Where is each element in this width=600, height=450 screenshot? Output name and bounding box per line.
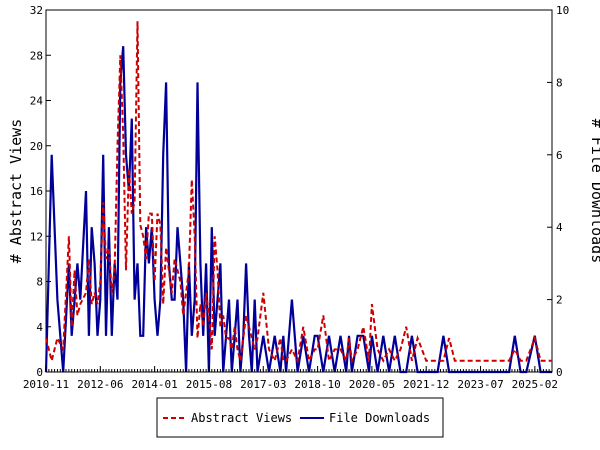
right-y-tick-label: 2: [556, 294, 563, 307]
series-layer: [44, 21, 552, 374]
series-line-file-downloads: [44, 46, 552, 374]
left-axis-title: # Abstract Views: [7, 119, 25, 264]
x-tick-label: 2015-08: [186, 378, 232, 391]
left-y-axis: 0 4 8 12 16 20 24 28 32: [30, 4, 51, 379]
left-y-tick-label: 4: [36, 321, 43, 334]
right-y-tick-label: 4: [556, 221, 563, 234]
right-y-tick-label: 6: [556, 149, 563, 162]
right-y-axis: 0 2 4 6 8 10: [547, 4, 569, 379]
x-tick-label: 2017-03: [240, 378, 286, 391]
legend-label-file-downloads: File Downloads: [329, 411, 430, 425]
x-tick-label: 2020-05: [349, 378, 395, 391]
left-y-tick-label: 12: [30, 230, 43, 243]
x-tick-label: 2021-12: [403, 378, 449, 391]
x-tick-label: 2025-02: [512, 378, 558, 391]
left-y-tick-label: 32: [30, 4, 43, 17]
left-y-tick-label: 16: [30, 185, 43, 198]
x-tick-label: 2018-10: [294, 378, 340, 391]
right-y-tick-label: 8: [556, 76, 563, 89]
left-y-tick-label: 20: [30, 140, 43, 153]
x-tick-label: 2023-07: [457, 378, 503, 391]
x-tick-label: 2014-01: [131, 378, 177, 391]
legend: Abstract Views File Downloads: [156, 397, 444, 438]
left-y-tick-label: 28: [30, 49, 43, 62]
x-tick-label: 2010-11: [23, 378, 69, 391]
left-y-tick-label: 0: [36, 366, 43, 379]
x-tick-label: 2012-06: [77, 378, 123, 391]
right-y-tick-label: 0: [556, 366, 563, 379]
left-y-tick-label: 24: [30, 95, 44, 108]
x-axis: 2010-11 2012-06 2014-01 2015-08 2017-03 2018-…: [23, 366, 558, 391]
legend-label-abstract-views: Abstract Views: [191, 411, 292, 425]
left-y-tick-label: 8: [36, 276, 43, 289]
right-y-tick-label: 10: [556, 4, 569, 17]
right-axis-title: # File Downloads: [588, 119, 600, 264]
